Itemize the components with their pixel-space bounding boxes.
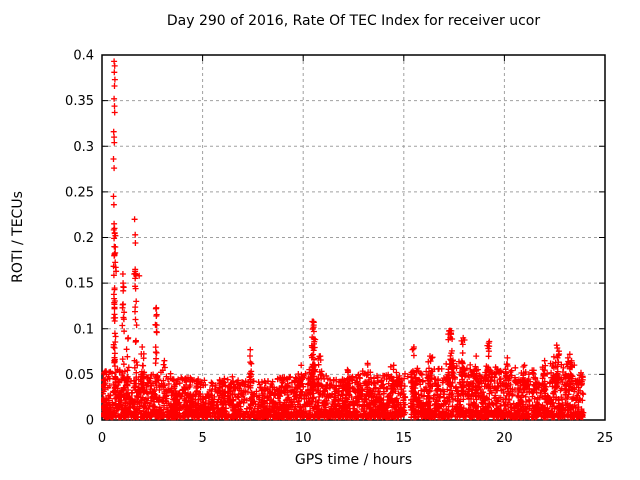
- y-tick-label: 0.25: [65, 185, 94, 200]
- y-tick-label: 0.1: [73, 322, 94, 337]
- y-tick-label: 0.35: [65, 94, 94, 109]
- y-tick-label: 0.4: [73, 49, 94, 64]
- x-axis-label: GPS time / hours: [294, 452, 413, 468]
- y-tick-label: 0.15: [65, 277, 94, 292]
- x-tick-label: 0: [98, 431, 106, 446]
- x-tick-label: 20: [496, 431, 513, 446]
- y-tick-label: 0: [86, 414, 94, 429]
- y-tick-label: 0.3: [73, 140, 94, 155]
- x-tick-label: 10: [295, 431, 312, 446]
- x-tick-label: 25: [597, 431, 614, 446]
- y-axis-label: ROTI / TECUs: [10, 191, 26, 283]
- y-tick-label: 0.2: [73, 231, 94, 246]
- chart-title: Day 290 of 2016, Rate Of TEC Index for r…: [166, 13, 541, 29]
- grid-lines: [102, 55, 605, 420]
- data-points: [101, 58, 587, 421]
- x-tick-label: 15: [396, 431, 413, 446]
- x-tick-label: 5: [198, 431, 206, 446]
- y-tick-label: 0.05: [65, 368, 94, 383]
